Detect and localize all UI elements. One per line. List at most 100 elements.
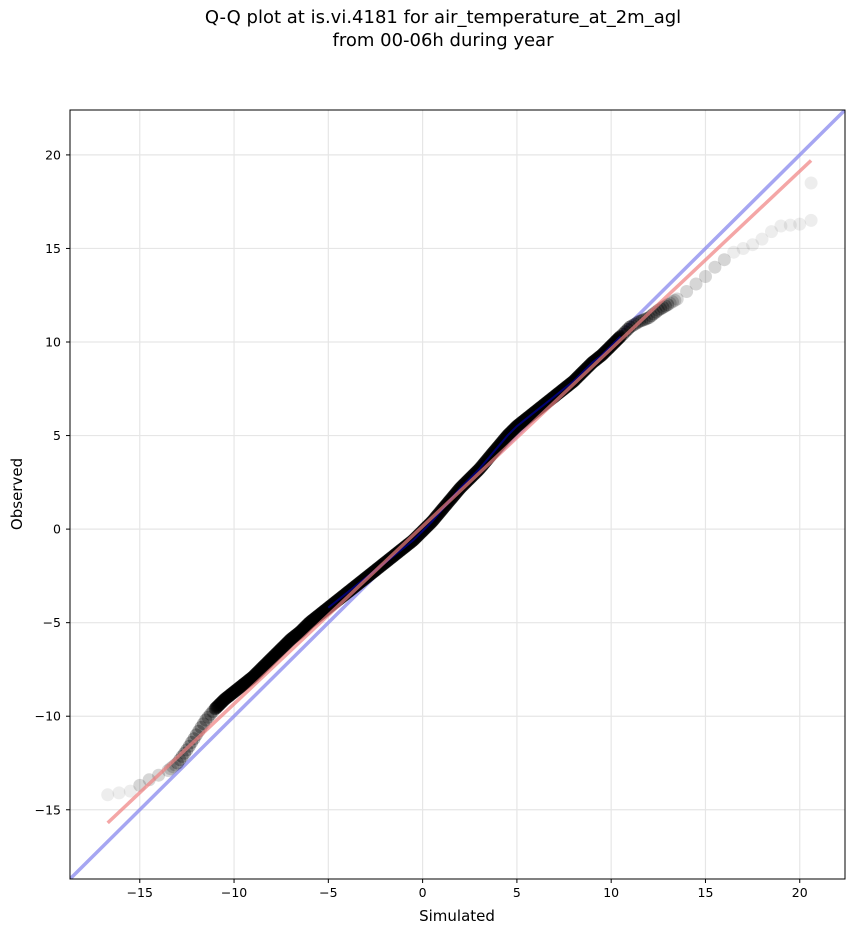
data-point bbox=[243, 672, 257, 686]
plot-frame bbox=[69, 109, 846, 880]
data-point bbox=[201, 710, 215, 724]
data-point bbox=[663, 296, 677, 310]
data-point bbox=[255, 661, 268, 675]
x-tick-label: 0 bbox=[419, 885, 427, 900]
data-point bbox=[297, 621, 311, 635]
y-axis-label: Observed bbox=[8, 458, 26, 530]
data-point bbox=[279, 637, 293, 651]
data-point bbox=[618, 325, 632, 339]
data-point bbox=[259, 657, 273, 671]
data-point bbox=[243, 673, 256, 687]
x-tick-label: −15 bbox=[127, 885, 153, 900]
data-point bbox=[285, 631, 299, 645]
data-point bbox=[228, 684, 242, 698]
data-point bbox=[261, 656, 274, 669]
data-point bbox=[208, 702, 222, 716]
data-point bbox=[260, 656, 274, 670]
data-point bbox=[291, 627, 304, 641]
data-point bbox=[219, 692, 232, 706]
data-point bbox=[297, 622, 310, 636]
x-tick-label: −5 bbox=[319, 885, 337, 900]
data-point bbox=[804, 213, 818, 227]
data-point bbox=[311, 609, 325, 623]
data-point bbox=[666, 295, 679, 309]
ticks: −15 −10 −5 0 5 10 15 20 −15 −10 −5 0 5 10 15 20 bbox=[35, 147, 808, 900]
data-point bbox=[241, 674, 255, 688]
data-point bbox=[305, 614, 319, 628]
data-point bbox=[299, 619, 313, 633]
data-point bbox=[283, 633, 297, 647]
data-point bbox=[232, 681, 246, 695]
x-tick-label: −10 bbox=[221, 885, 247, 900]
data-point bbox=[252, 664, 266, 678]
data-point bbox=[306, 613, 320, 627]
data-point bbox=[621, 322, 635, 336]
data-point bbox=[227, 685, 241, 699]
data-point bbox=[302, 617, 316, 630]
data-point bbox=[640, 312, 653, 326]
data-point bbox=[249, 667, 263, 680]
data-point bbox=[268, 648, 282, 662]
data-point bbox=[239, 675, 253, 689]
data-point bbox=[804, 176, 818, 190]
data-point bbox=[257, 659, 271, 673]
data-point bbox=[294, 624, 308, 638]
data-point bbox=[219, 691, 233, 705]
data-point bbox=[213, 698, 226, 711]
data-point bbox=[270, 646, 284, 660]
data-point bbox=[214, 696, 228, 710]
data-point bbox=[301, 617, 315, 631]
data-point bbox=[312, 608, 326, 622]
data-point bbox=[206, 705, 220, 718]
data-point bbox=[765, 225, 778, 239]
data-point bbox=[224, 688, 238, 702]
chart-title-line-1: Q-Q plot at is.vi.4181 for air_temperatu… bbox=[204, 7, 682, 28]
data-point bbox=[238, 676, 252, 690]
y-tick-label: 10 bbox=[45, 335, 61, 350]
data-point bbox=[242, 673, 256, 687]
data-point bbox=[307, 612, 321, 626]
data-point bbox=[178, 746, 192, 760]
data-point bbox=[670, 292, 684, 306]
data-point bbox=[216, 694, 230, 708]
x-tick-label: 10 bbox=[603, 885, 619, 900]
data-point bbox=[272, 644, 286, 658]
x-tick-label: 20 bbox=[792, 885, 808, 900]
data-point bbox=[304, 614, 318, 628]
data-point bbox=[275, 641, 289, 655]
data-point bbox=[256, 660, 270, 674]
data-point bbox=[689, 277, 703, 291]
data-point bbox=[123, 784, 137, 798]
data-point bbox=[199, 713, 213, 727]
data-point bbox=[309, 610, 323, 624]
x-axis-label: Simulated bbox=[419, 907, 495, 925]
data-point bbox=[661, 298, 675, 312]
data-point bbox=[308, 612, 322, 626]
data-point bbox=[273, 643, 287, 657]
data-point bbox=[774, 219, 788, 233]
y-tick-label: −15 bbox=[35, 802, 61, 817]
data-point bbox=[247, 669, 261, 683]
data-point bbox=[233, 680, 247, 694]
data-point bbox=[234, 680, 248, 693]
chart-title-line-2: from 00-06h during year bbox=[332, 30, 554, 51]
data-point bbox=[298, 620, 312, 634]
data-point bbox=[211, 699, 225, 713]
plot-area bbox=[70, 110, 845, 879]
data-point bbox=[225, 687, 238, 701]
data-point bbox=[258, 658, 272, 672]
data-point bbox=[292, 626, 306, 640]
data-point bbox=[237, 677, 250, 691]
data-point bbox=[237, 677, 251, 691]
data-point bbox=[288, 629, 302, 643]
data-point bbox=[295, 623, 309, 637]
data-point bbox=[717, 253, 731, 267]
data-point bbox=[255, 661, 269, 675]
data-point bbox=[225, 686, 239, 700]
data-point bbox=[285, 632, 298, 646]
data-point bbox=[746, 238, 760, 252]
data-point bbox=[708, 260, 722, 274]
data-point bbox=[231, 682, 244, 696]
data-point bbox=[755, 232, 769, 246]
